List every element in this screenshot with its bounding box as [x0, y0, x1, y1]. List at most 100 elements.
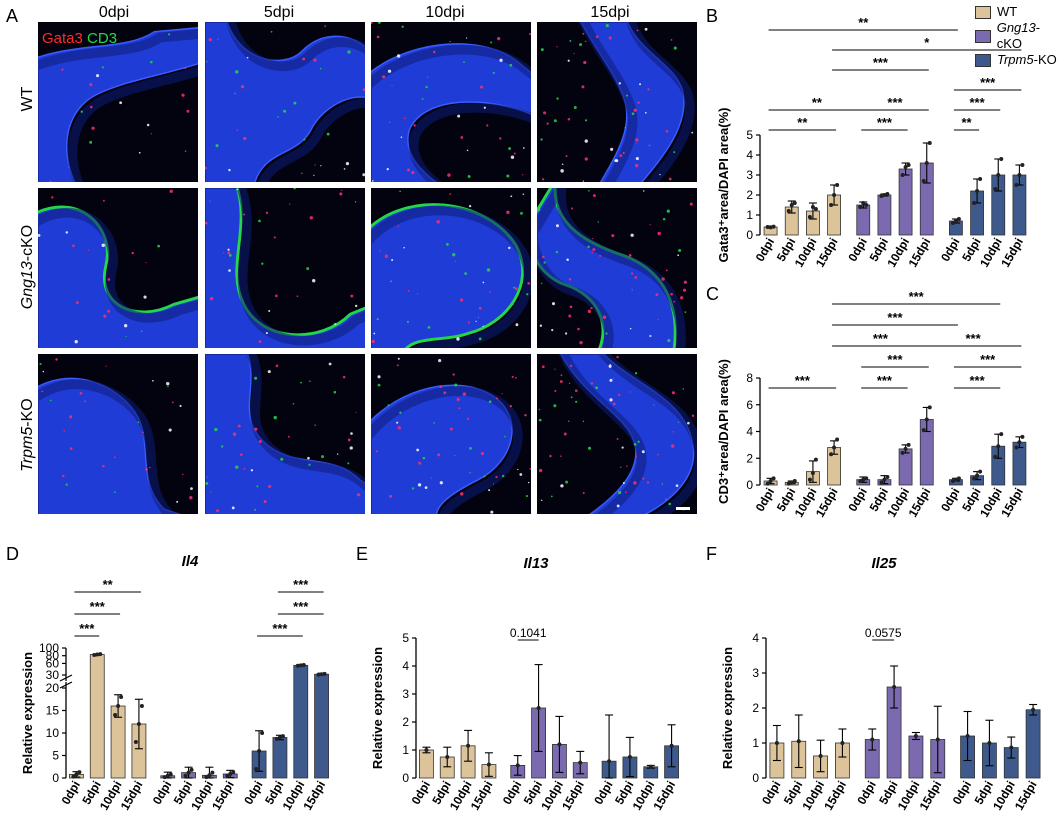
x-tick-label: 0dpi [753, 486, 777, 514]
chart-cd3-area: 0 2 4 6 8 CD3⁺area/DAPI area(%) 0dpi 5dpi 10dpi 1… [712, 289, 1052, 540]
bar-trpm5-15dpi [1025, 709, 1041, 779]
data-point [786, 209, 791, 213]
data-point [168, 772, 173, 777]
bar-gng13-10dpi [908, 735, 924, 779]
y-tick-label: 8 [746, 371, 753, 385]
data-point [885, 192, 890, 196]
x-tick-label: 15dpi [468, 779, 496, 813]
data-point [204, 775, 209, 780]
micrograph-row1-col2 [205, 22, 365, 182]
data-point [260, 731, 265, 735]
data-point [228, 771, 233, 776]
data-point [835, 183, 840, 187]
y-tick-label: 4 [402, 659, 409, 673]
micrograph-row2-col1 [38, 188, 198, 348]
data-point [810, 470, 815, 475]
data-point [139, 704, 144, 708]
data-point [882, 477, 887, 482]
data-point [136, 722, 141, 726]
data-point [765, 225, 770, 229]
data-point [924, 161, 929, 165]
axis-break-mark [59, 681, 73, 689]
data-point [921, 179, 926, 183]
data-point [900, 450, 905, 455]
data-point [870, 737, 875, 742]
micrograph-row2-col2 [205, 188, 365, 348]
y-axis-label: Relative expression [720, 647, 735, 769]
x-tick-label: 0dpi [241, 779, 265, 807]
data-point [840, 741, 845, 745]
x-tick-label: 0dpi [150, 779, 174, 807]
data-point [885, 474, 890, 479]
significance-label: *** [90, 599, 106, 614]
column-header-5dpi: 5dpi [263, 4, 295, 21]
data-point [950, 478, 955, 483]
data-point [254, 767, 259, 771]
significance-label: ** [103, 577, 114, 592]
y-axis-label: CD3⁺area/DAPI area(%) [716, 359, 731, 504]
micrograph-row2-col4 [537, 188, 697, 348]
data-point [1031, 707, 1036, 712]
y-axis-label: Gata3⁺area/DAPI area(%) [716, 108, 731, 263]
legend-label-trpm5: Trpm5-KO [997, 52, 1057, 67]
micrograph-row2-col3 [371, 188, 531, 348]
bar-gng13-5dpi [877, 194, 892, 236]
data-point [257, 749, 262, 753]
data-point [996, 173, 1001, 177]
y-tick-label: 80 [46, 649, 60, 663]
data-point [301, 662, 306, 667]
significance-label: *** [887, 95, 903, 110]
data-point [98, 652, 103, 657]
scale-bar [676, 507, 690, 510]
axis-break-gap [58, 681, 336, 682]
data-point [77, 770, 82, 775]
data-point [978, 469, 983, 474]
data-point [774, 741, 779, 745]
x-tick-label: 15dpi [813, 236, 841, 270]
data-point [1017, 173, 1022, 177]
y-tick-label: 0 [746, 478, 753, 492]
data-point [71, 774, 76, 779]
significance-label: *** [293, 577, 309, 592]
data-point [861, 201, 866, 205]
data-point [792, 201, 797, 205]
data-point [424, 748, 429, 752]
y-tick-label: 20 [46, 681, 60, 695]
legend-label-gng13: Gng13-cKO [996, 20, 1041, 51]
data-point [906, 163, 911, 167]
data-point [648, 764, 653, 769]
data-point [165, 773, 170, 778]
y-tick-label: 30 [46, 668, 60, 682]
data-point [807, 477, 812, 482]
y-tick-label: 3 [752, 666, 759, 680]
data-point [956, 217, 961, 221]
x-tick-label: 15dpi [906, 486, 934, 520]
data-point [999, 157, 1004, 161]
panel-c-letter: C [706, 284, 719, 304]
y-tick-label: 60 [46, 656, 60, 670]
data-point [927, 405, 932, 410]
x-tick-label: 0dpi [845, 236, 869, 264]
chart-il25: 0 1 2 3 4 Relative expression 0dpi 5dpi 10dpi 15d… [714, 570, 1054, 820]
data-point [993, 454, 998, 459]
panel-f-letter: F [706, 544, 717, 564]
significance-label: *** [293, 599, 309, 614]
significance-label: *** [980, 75, 996, 90]
data-point [892, 685, 897, 689]
significance-label: *** [909, 289, 925, 304]
column-header-15dpi: 15dpi [590, 4, 630, 21]
y-tick-label: 5 [52, 749, 59, 763]
data-point [789, 203, 794, 207]
data-point [996, 444, 1001, 449]
y-tick-label: 4 [746, 425, 753, 439]
x-tick-label: 15dpi [998, 486, 1026, 520]
data-point [557, 742, 562, 747]
data-point [924, 417, 929, 422]
x-tick-label: 0dpi [938, 236, 962, 264]
significance-label: *** [887, 352, 903, 367]
significance-label: *** [965, 331, 981, 346]
data-point [927, 141, 932, 145]
y-tick-label: 5 [746, 128, 753, 142]
data-point [116, 704, 121, 708]
data-point [950, 221, 955, 225]
